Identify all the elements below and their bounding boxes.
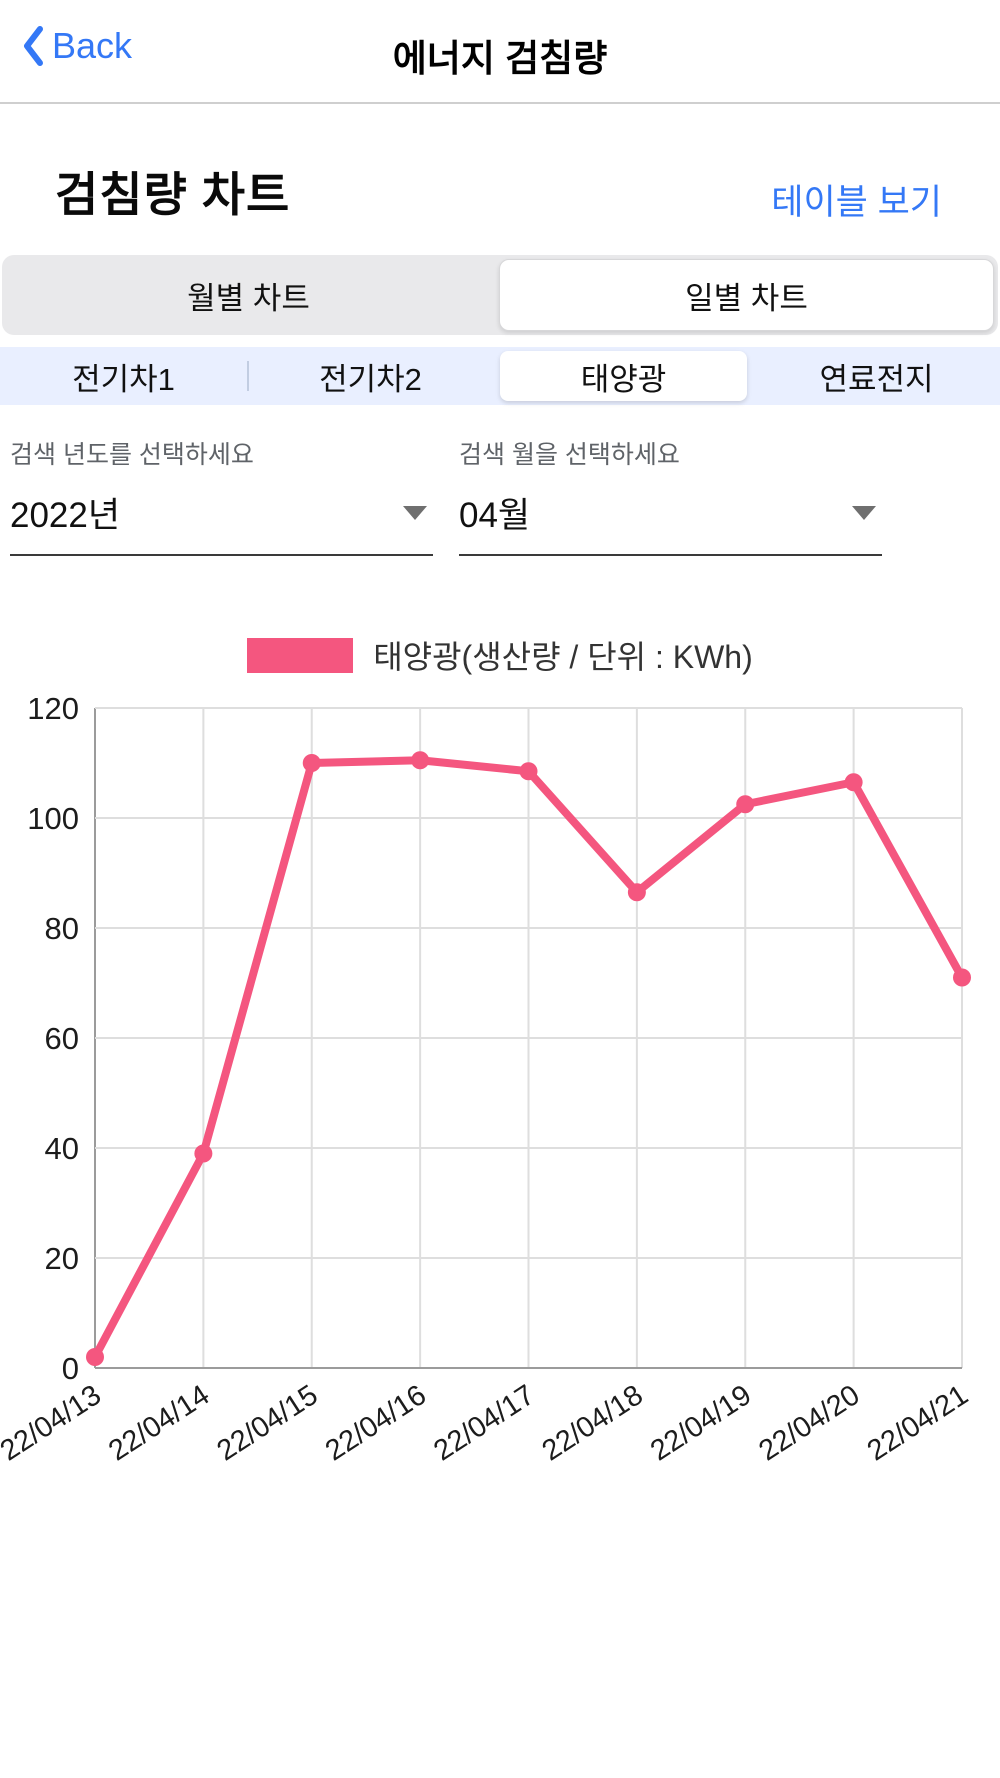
month-select-label: 검색 월을 선택하세요 — [459, 441, 680, 469]
period-tab-monthly[interactable]: 월별 차트 — [187, 280, 310, 316]
nav-title: 에너지 검침량 — [392, 38, 608, 79]
year-select-label: 검색 년도를 선택하세요 — [10, 441, 254, 469]
svg-text:100: 100 — [27, 801, 79, 836]
source-tab-fuelcell[interactable]: 연료전지 — [819, 361, 934, 397]
svg-text:80: 80 — [45, 911, 79, 946]
period-tab-bar: 월별 차트 일별 차트 — [2, 255, 998, 335]
svg-text:22/04/15: 22/04/15 — [211, 1379, 323, 1467]
year-select-value: 2022년 — [10, 496, 121, 535]
svg-text:22/04/20: 22/04/20 — [753, 1379, 865, 1467]
svg-text:40: 40 — [45, 1131, 79, 1166]
svg-text:22/04/17: 22/04/17 — [428, 1379, 540, 1467]
svg-text:0: 0 — [62, 1351, 79, 1386]
filter-row: 검색 년도를 선택하세요 2022년 검색 월을 선택하세요 04월 — [0, 405, 1000, 556]
page-title: 검침량 차트 — [55, 168, 291, 221]
section-header: 검침량 차트 테이블 보기 — [0, 104, 1000, 251]
legend-swatch — [247, 637, 354, 673]
source-tab-ev1[interactable]: 전기차1 — [72, 361, 175, 397]
month-select[interactable]: 검색 월을 선택하세요 04월 — [459, 435, 882, 556]
source-tab-ev2[interactable]: 전기차2 — [247, 347, 494, 405]
svg-text:22/04/16: 22/04/16 — [320, 1379, 432, 1467]
source-tab-bar: 전기차1 전기차2 태양광 연료전지 — [0, 347, 1000, 405]
svg-text:120: 120 — [27, 691, 79, 726]
svg-text:60: 60 — [45, 1021, 79, 1056]
month-select-value: 04월 — [459, 496, 531, 535]
svg-text:22/04/13: 22/04/13 — [0, 1379, 107, 1467]
line-chart-svg: 02040608010012022/04/1322/04/1422/04/152… — [0, 691, 974, 1467]
svg-text:20: 20 — [45, 1241, 79, 1276]
back-label: Back — [52, 25, 133, 66]
source-tab-solar[interactable]: 태양광 — [500, 351, 747, 401]
svg-text:22/04/21: 22/04/21 — [862, 1379, 974, 1467]
chart-area: 0 20 40 60 80 100 120 22/04/13 22/04/14 22/04/15 2… — [0, 686, 1000, 1491]
nav-bar: Back 에너지 검침량 — [0, 0, 1000, 104]
svg-text:22/04/14: 22/04/14 — [103, 1379, 215, 1467]
back-chevron-icon — [24, 26, 43, 66]
period-tab-daily[interactable]: 일별 차트 — [499, 259, 994, 331]
chart-legend: 태양광(생산량 / 단위 : KWh) — [0, 632, 1000, 678]
table-view-link[interactable]: 테이블 보기 — [771, 183, 942, 222]
nav-back-button[interactable]: Back — [20, 24, 132, 68]
svg-text:22/04/18: 22/04/18 — [537, 1379, 649, 1467]
year-select[interactable]: 검색 년도를 선택하세요 2022년 — [10, 435, 433, 556]
legend-label: 태양광(생산량 / 단위 : KWh) — [373, 639, 753, 675]
dropdown-arrow-icon — [403, 505, 427, 520]
dropdown-arrow-icon — [852, 505, 876, 520]
svg-text:22/04/19: 22/04/19 — [645, 1379, 757, 1467]
